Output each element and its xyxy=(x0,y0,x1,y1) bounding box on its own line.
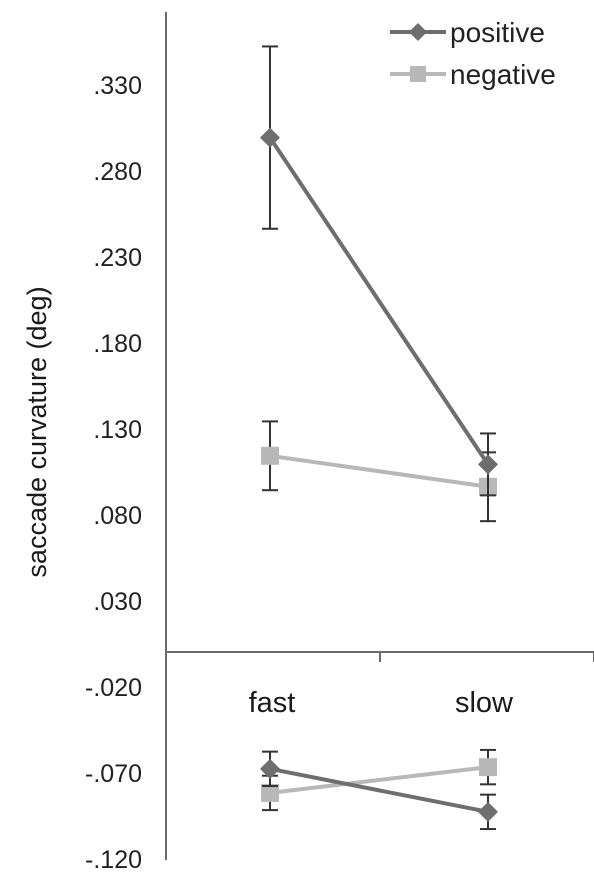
y-tick-label: -.120 xyxy=(85,846,142,872)
data-point-negative xyxy=(261,446,279,465)
category-label-fast: fast xyxy=(249,687,296,719)
data-point-positive xyxy=(260,758,280,779)
series-line-negative xyxy=(269,453,489,489)
y-tick-label: .080 xyxy=(93,502,142,530)
data-point-positive xyxy=(260,127,280,148)
y-tick-label: .130 xyxy=(93,416,142,444)
legend-marker-negative xyxy=(410,66,426,82)
x-tick-marks xyxy=(165,652,594,662)
y-tick-label: .330 xyxy=(93,72,142,100)
data-point-negative xyxy=(479,758,497,777)
data-point-positive xyxy=(478,454,498,475)
data-layer xyxy=(260,45,498,831)
y-tick-label: .230 xyxy=(93,244,142,272)
legend: positive negative xyxy=(390,17,556,90)
series-line-positive xyxy=(268,136,490,466)
series-line-positive xyxy=(269,766,489,814)
y-tick-label: -.070 xyxy=(85,760,142,788)
data-point-positive xyxy=(478,801,498,822)
y-axis-label: saccade curvature (deg) xyxy=(22,286,52,577)
y-tick-label: -.020 xyxy=(85,674,142,702)
y-tick-labels: .330 .280 .230 .180 .130 .080 .030 -.020… xyxy=(85,72,142,872)
y-tick-label: .030 xyxy=(93,588,142,616)
data-point-negative xyxy=(261,783,279,802)
legend-marker-positive xyxy=(409,23,427,41)
legend-label-positive: positive xyxy=(450,17,545,48)
y-tick-label: .280 xyxy=(93,158,142,186)
legend-label-negative: negative xyxy=(450,59,556,90)
series-line-negative xyxy=(269,765,489,795)
y-tick-label: .180 xyxy=(93,330,142,358)
category-label-slow: slow xyxy=(455,687,514,719)
